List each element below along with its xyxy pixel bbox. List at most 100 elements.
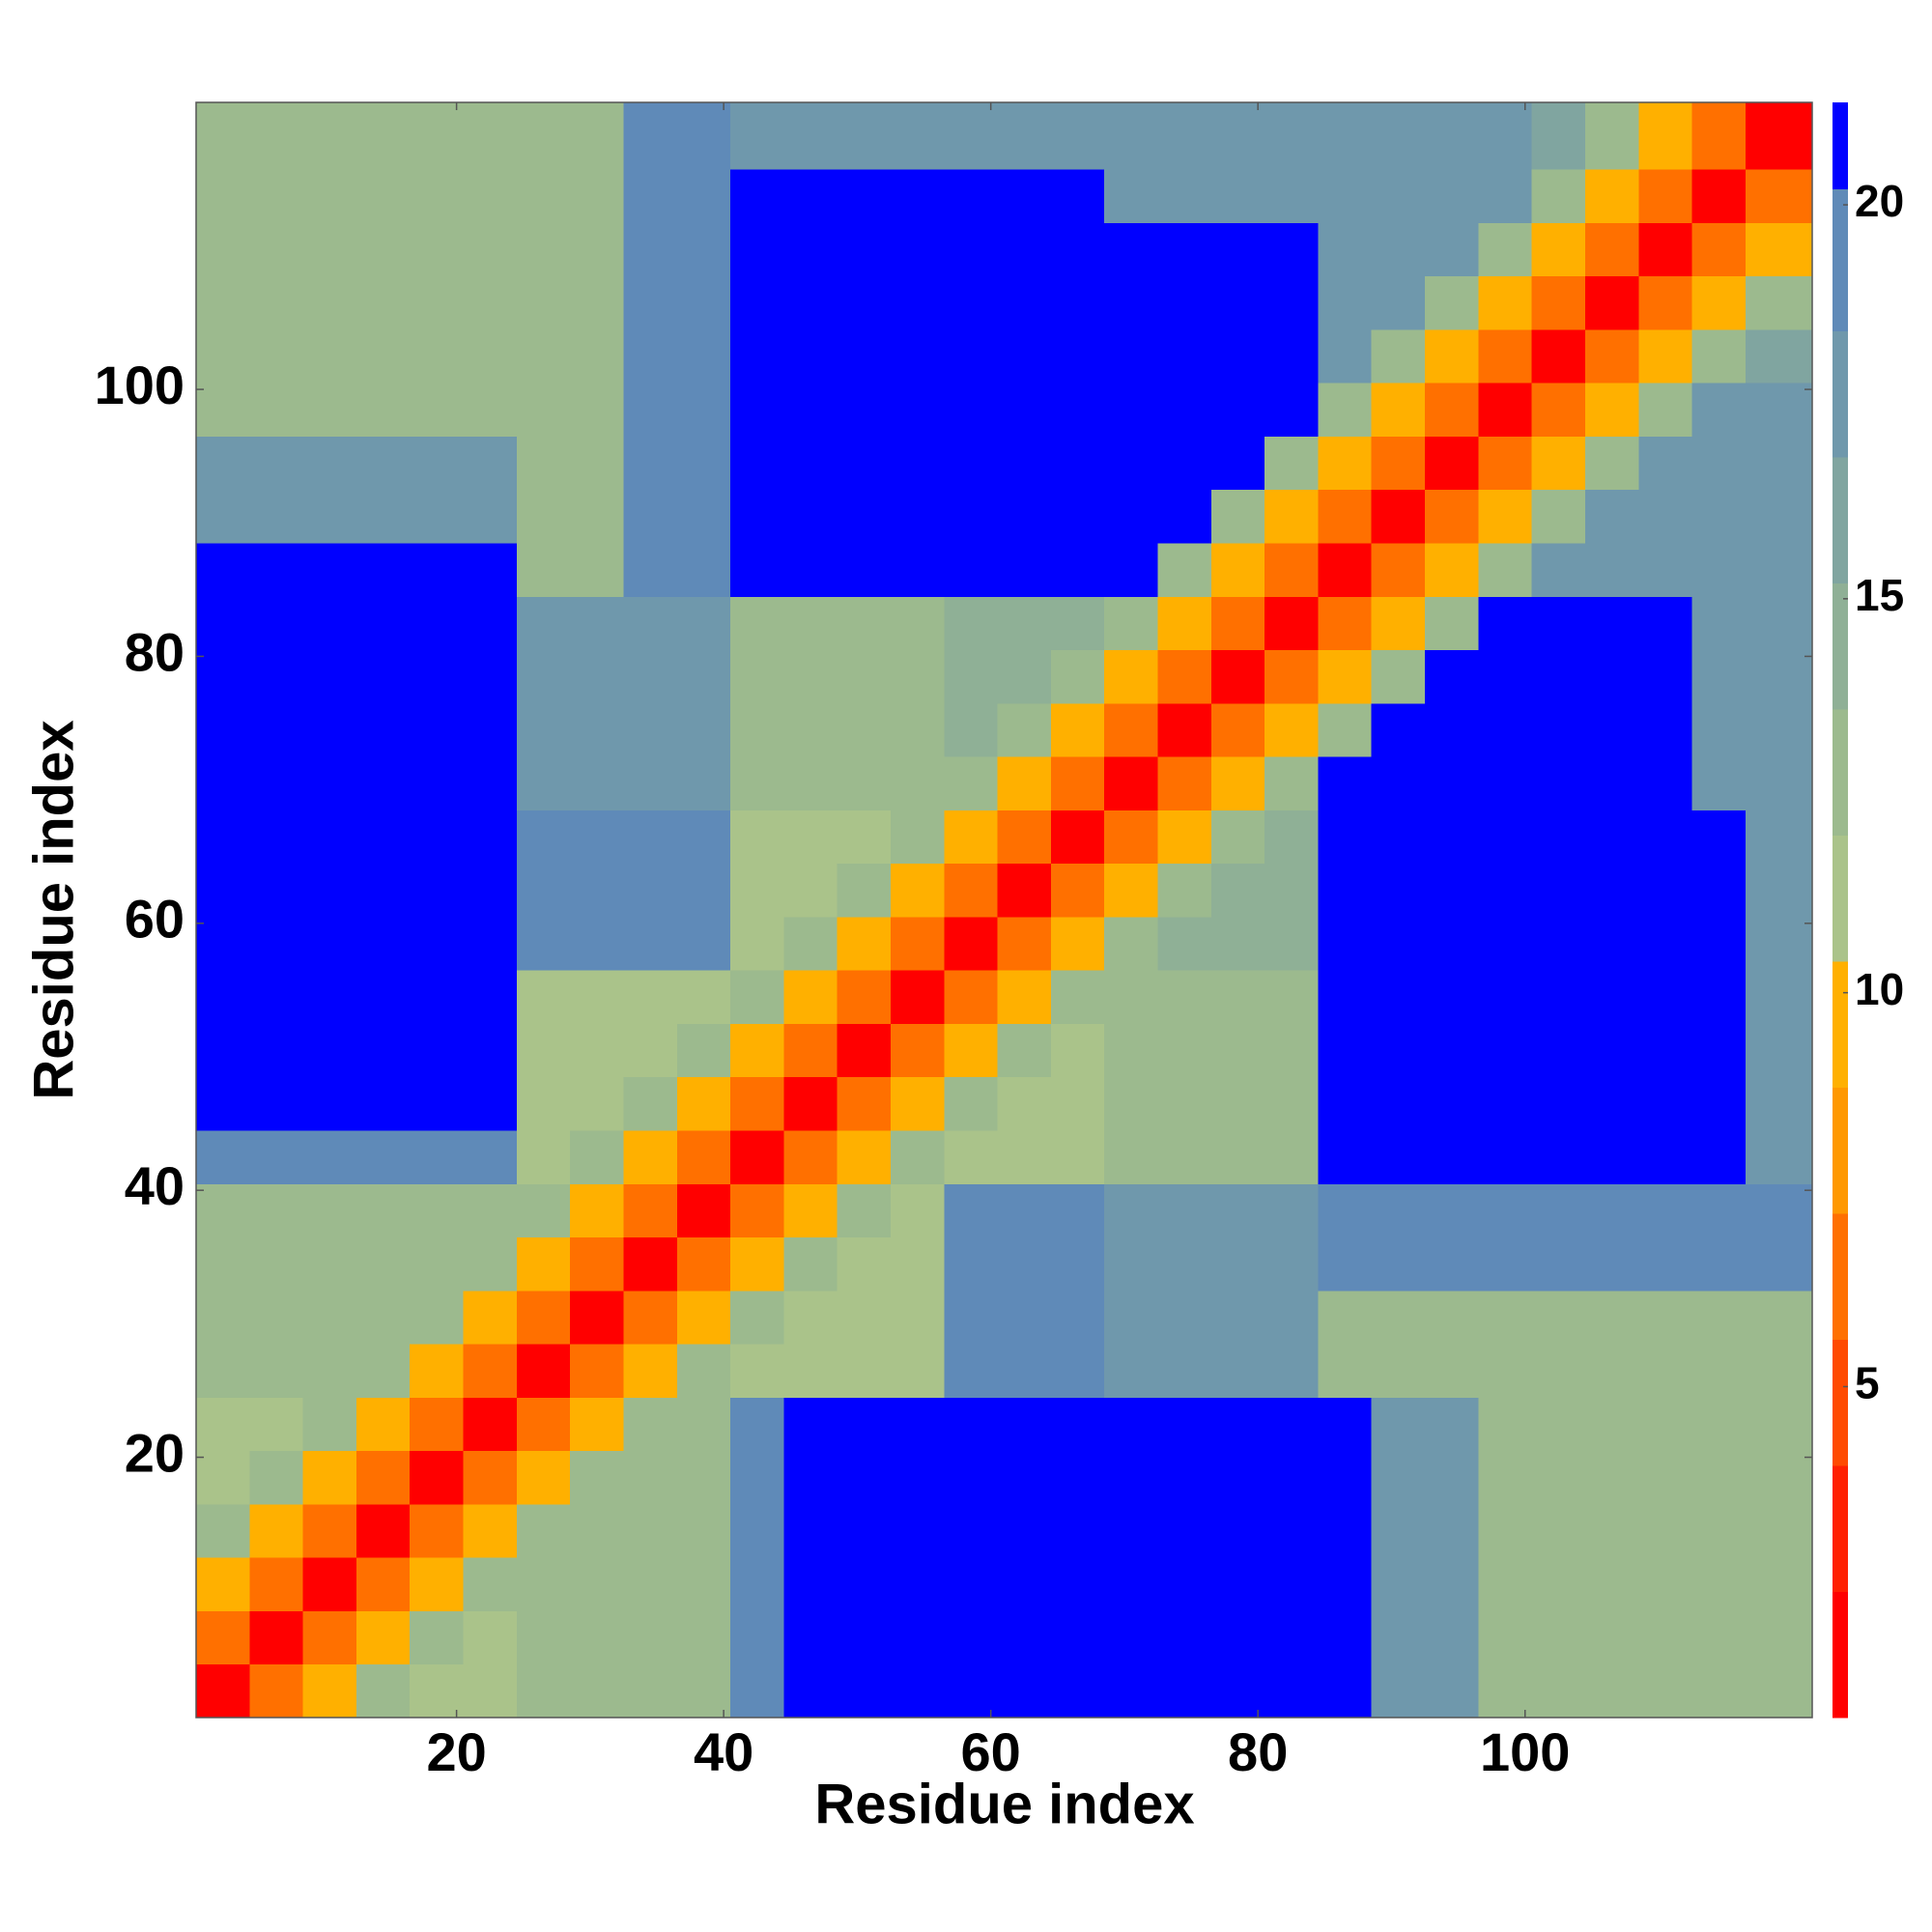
cell	[623, 756, 678, 810]
cell	[783, 1344, 838, 1398]
cell	[1745, 1557, 1813, 1611]
cell	[783, 702, 838, 757]
cell	[997, 863, 1052, 918]
cell	[1371, 1183, 1426, 1238]
cell	[1210, 756, 1265, 810]
cell	[783, 1557, 838, 1611]
cell	[623, 970, 678, 1024]
cell	[1638, 702, 1693, 757]
cell	[783, 596, 838, 651]
cell	[730, 1290, 784, 1345]
cell	[1318, 970, 1373, 1024]
cell	[1104, 1236, 1159, 1292]
cell	[676, 649, 731, 704]
cell	[1531, 275, 1586, 330]
cell	[1210, 1183, 1265, 1238]
cell	[463, 169, 518, 223]
cell	[623, 383, 678, 437]
cell	[944, 702, 999, 757]
cell	[997, 222, 1052, 277]
cell	[302, 1503, 357, 1558]
cell	[730, 756, 784, 810]
cell	[1104, 275, 1159, 330]
cell	[355, 863, 411, 918]
cell	[997, 1503, 1052, 1558]
cell	[623, 489, 678, 544]
cell	[196, 275, 250, 330]
cell	[1318, 1023, 1373, 1078]
cell	[623, 1450, 678, 1505]
cell	[302, 756, 357, 810]
cell	[676, 436, 731, 491]
cell	[410, 169, 465, 223]
cell	[302, 169, 357, 223]
cell	[570, 649, 624, 704]
cell	[1478, 916, 1533, 971]
cell	[1425, 222, 1479, 277]
cell	[997, 1663, 1052, 1719]
cell	[1210, 1290, 1265, 1345]
cell	[890, 916, 945, 971]
cell	[1210, 275, 1265, 330]
cell	[1318, 102, 1373, 170]
cell	[1318, 916, 1373, 971]
cell	[410, 1130, 465, 1184]
cell	[1531, 169, 1586, 223]
cell	[944, 1450, 999, 1505]
cell	[837, 649, 892, 704]
cell	[1318, 1183, 1373, 1238]
cell	[1318, 1450, 1373, 1505]
cell	[410, 1023, 465, 1078]
cell	[302, 102, 357, 170]
cell	[997, 1450, 1052, 1505]
cell	[1691, 543, 1747, 597]
cell	[837, 970, 892, 1024]
cell	[1691, 1344, 1747, 1398]
cell	[302, 1557, 357, 1611]
cell	[1425, 383, 1479, 437]
cell	[1638, 1610, 1693, 1665]
cell	[1157, 1503, 1212, 1558]
cell	[1104, 489, 1159, 544]
cell	[302, 1076, 357, 1131]
cell	[837, 102, 892, 170]
cell	[1210, 328, 1265, 384]
cell	[463, 1023, 518, 1078]
cell	[997, 1023, 1052, 1078]
cell	[196, 436, 250, 491]
cell	[1745, 1663, 1813, 1719]
cell	[1050, 1450, 1105, 1505]
cell	[997, 1076, 1052, 1131]
x-axis-title: Residue index	[814, 1773, 1194, 1835]
cell	[944, 1023, 999, 1078]
cell	[1157, 1397, 1212, 1452]
cell	[516, 810, 571, 865]
cell	[730, 1023, 784, 1078]
cell	[1371, 1236, 1426, 1292]
cell	[1264, 1290, 1319, 1345]
cell	[1050, 1130, 1105, 1184]
cell	[249, 275, 304, 330]
cell	[1425, 649, 1479, 704]
cell	[1478, 1397, 1533, 1452]
cell	[249, 169, 304, 223]
cell	[1584, 1610, 1639, 1665]
cell	[676, 916, 731, 971]
cell	[944, 810, 999, 865]
cell	[1050, 543, 1105, 597]
cell	[837, 169, 892, 223]
cell	[249, 1130, 304, 1184]
cell	[676, 1344, 731, 1398]
cell	[676, 1130, 731, 1184]
cell	[837, 1076, 892, 1131]
cell	[1210, 810, 1265, 865]
cell	[516, 1183, 571, 1238]
cell	[1638, 1023, 1693, 1078]
y-tick-label: 40	[125, 1155, 185, 1216]
cell	[1478, 810, 1533, 865]
cell	[730, 1344, 784, 1398]
cell	[783, 649, 838, 704]
cell	[1478, 222, 1533, 277]
cell	[783, 756, 838, 810]
cell	[783, 1610, 838, 1665]
